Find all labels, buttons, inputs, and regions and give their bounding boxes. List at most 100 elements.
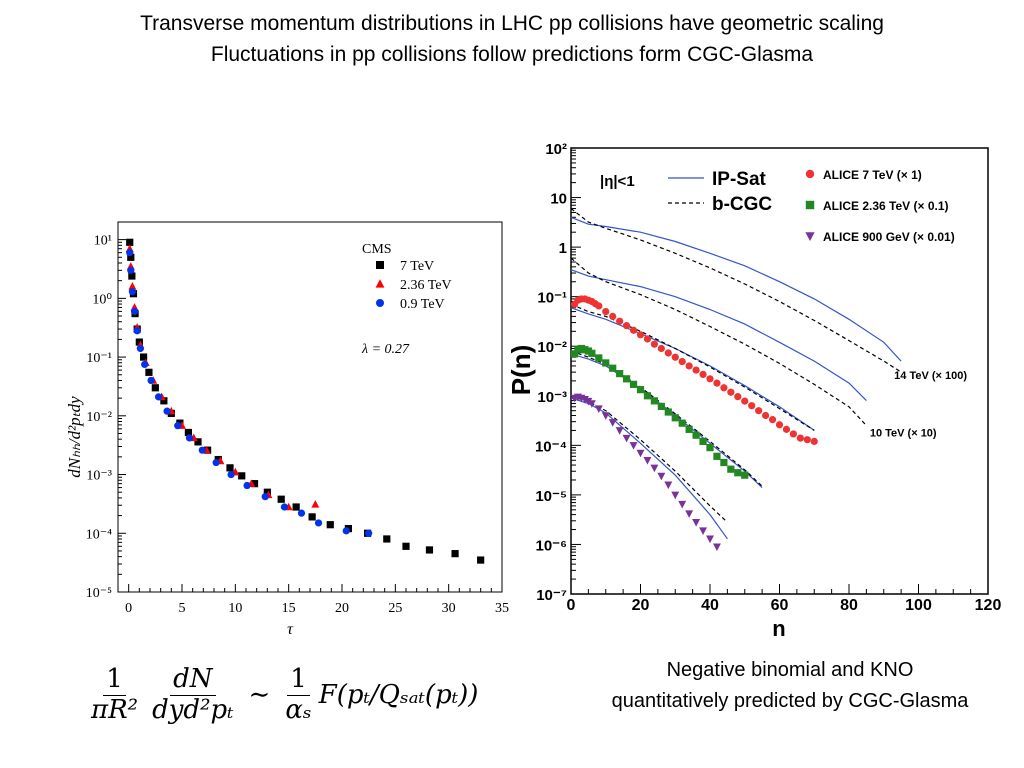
- alice-model-curve: [570, 303, 815, 431]
- cms-data-point: [226, 464, 234, 472]
- cms-data-point: [292, 503, 300, 511]
- alice-x-tick-label: 40: [701, 597, 719, 614]
- alice-data-point: [657, 472, 666, 481]
- alice-data-point: [699, 527, 708, 535]
- cms-y-tick-label: 10⁰: [92, 292, 112, 307]
- alice-data-point: [587, 400, 596, 408]
- alice-data-point: [699, 370, 707, 379]
- alice-data-point: [789, 430, 798, 438]
- cms-legend-label: 2.36 TeV: [400, 278, 452, 293]
- slide-title-line-1: Transverse momentum distributions in LHC…: [140, 12, 884, 35]
- alice-y-tick-label: 10⁻⁴: [535, 438, 567, 455]
- cms-data-point: [308, 513, 316, 521]
- alice-data-point: [664, 349, 672, 357]
- alice-legend-label: ALICE 7 TeV (× 1): [823, 168, 922, 182]
- alice-x-tick-label: 80: [840, 597, 858, 614]
- alice-data-point: [636, 449, 645, 458]
- alice-y-tick-label: 10⁻⁶: [535, 537, 567, 554]
- alice-data-point: [727, 388, 735, 396]
- alice-model-curve: [570, 257, 867, 427]
- alice-curve-label: 10 TeV (× 10): [870, 428, 937, 440]
- cms-data-point: [174, 422, 182, 430]
- alice-data-point: [727, 465, 735, 473]
- alice-legend-label: ALICE 900 GeV (× 0.01): [823, 230, 955, 244]
- cms-x-tick-label: 15: [282, 601, 296, 616]
- caption-line-2: quantitatively predicted by CGC-Glasma: [611, 690, 969, 712]
- alice-model-curve: [570, 216, 902, 362]
- alice-data-point: [629, 326, 638, 334]
- cms-x-tick-label: 5: [179, 601, 186, 616]
- alice-data-point: [588, 349, 596, 357]
- alice-legend-label: ALICE 2.36 TeV (× 0.1): [823, 199, 949, 213]
- alice-data-point: [636, 331, 645, 339]
- alice-eta-label: |η|<1: [600, 173, 635, 190]
- cms-data-point: [277, 495, 285, 503]
- alice-curve-legend-label: IP-Sat: [712, 169, 767, 190]
- alice-data-point: [650, 464, 659, 473]
- alice-data-point: [796, 434, 804, 442]
- cms-data-point: [147, 376, 155, 385]
- cms-data-point: [243, 481, 251, 490]
- alice-y-tick-label: 10⁻¹: [537, 290, 567, 307]
- formula-fraction-1: 1 πR²: [88, 664, 141, 726]
- cms-data-point: [127, 266, 135, 274]
- cms-legend-marker: [375, 279, 385, 288]
- alice-data-point: [608, 419, 617, 427]
- cms-data-point: [136, 344, 144, 353]
- alice-x-tick-label: 120: [975, 597, 1002, 614]
- alice-data-point: [810, 437, 818, 446]
- alice-y-tick-label: 10: [550, 191, 567, 208]
- alice-data-point: [762, 411, 770, 420]
- cms-data-point: [126, 249, 134, 257]
- cms-data-point: [127, 253, 135, 261]
- alice-data-point: [741, 471, 749, 479]
- cms-data-point: [311, 500, 320, 508]
- alice-data-point: [602, 307, 610, 316]
- cms-x-tick-label: 20: [335, 601, 349, 616]
- alice-data-point: [699, 437, 707, 446]
- alice-data-point: [712, 543, 721, 552]
- cms-annotation: λ = 0.27: [361, 342, 410, 357]
- cms-data-point: [297, 509, 306, 517]
- cms-legend-marker: [376, 261, 384, 269]
- cms-legend-label: 7 TeV: [400, 259, 434, 274]
- cms-data-point: [128, 272, 136, 280]
- alice-data-point: [706, 444, 714, 452]
- alice-data-point: [609, 312, 617, 320]
- formula-fraction-1-num: 1: [103, 664, 126, 696]
- alice-data-point: [720, 458, 728, 467]
- cms-data-point: [163, 407, 171, 415]
- cms-legend-label: 0.9 TeV: [400, 297, 445, 312]
- cms-legend-title: CMS: [362, 242, 392, 257]
- alice-y-tick-label: 10⁻⁵: [535, 488, 567, 505]
- alice-model-curve: [570, 307, 815, 431]
- cms-data-point: [263, 488, 271, 496]
- cms-y-tick-label: 10⁻⁴: [86, 527, 112, 542]
- alice-y-tick-label: 10⁻³: [537, 389, 567, 406]
- alice-data-point: [678, 500, 687, 509]
- alice-data-point: [685, 425, 693, 433]
- alice-data-point: [636, 386, 645, 394]
- alice-legend-marker: [805, 169, 815, 179]
- cms-y-axis-label: dNₕₕ/d²pₜdy: [65, 396, 84, 478]
- cms-data-point: [383, 535, 391, 543]
- cms-data-point: [425, 546, 434, 554]
- alice-data-point: [629, 380, 638, 388]
- cms-data-point: [451, 550, 459, 558]
- alice-data-point: [657, 402, 665, 411]
- cms-data-point: [151, 384, 159, 392]
- formula-sim: ∼: [248, 680, 271, 711]
- alice-y-tick-label: 10²: [545, 141, 567, 158]
- cms-data-point: [342, 527, 350, 535]
- alice-data-point: [622, 434, 631, 443]
- alice-data-point: [803, 436, 811, 444]
- alice-data-point: [678, 419, 686, 427]
- formula-fraction-3: 1 αₛ: [282, 664, 314, 726]
- alice-data-point: [657, 344, 665, 353]
- cms-data-point: [133, 327, 141, 335]
- cms-data-point: [184, 428, 192, 437]
- alice-model-curve: [570, 397, 728, 540]
- cms-x-tick-label: 25: [388, 601, 402, 616]
- alice-data-point: [671, 353, 679, 361]
- formula-function: F(pₜ/Qₛₐₜ(pₜ)): [318, 680, 479, 711]
